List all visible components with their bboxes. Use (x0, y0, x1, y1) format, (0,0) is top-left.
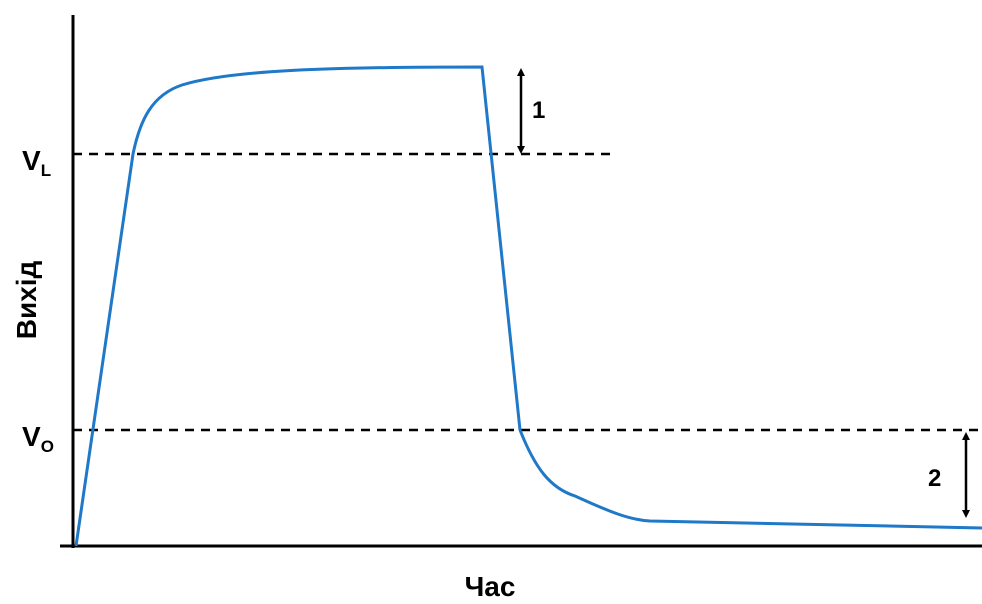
level-high-letter: V (22, 145, 41, 176)
level-high-subscript: L (41, 161, 51, 180)
response-curve (76, 67, 982, 546)
level-low-label: VO (22, 421, 54, 456)
level-high-label: VL (22, 145, 51, 180)
level-low-letter: V (22, 421, 41, 452)
marker-1-label: 1 (532, 97, 545, 124)
level-low-subscript: O (41, 437, 54, 456)
marker-2-label: 2 (928, 465, 941, 492)
x-axis-label: Час (465, 571, 516, 602)
y-axis-label: Вихід (11, 260, 42, 339)
